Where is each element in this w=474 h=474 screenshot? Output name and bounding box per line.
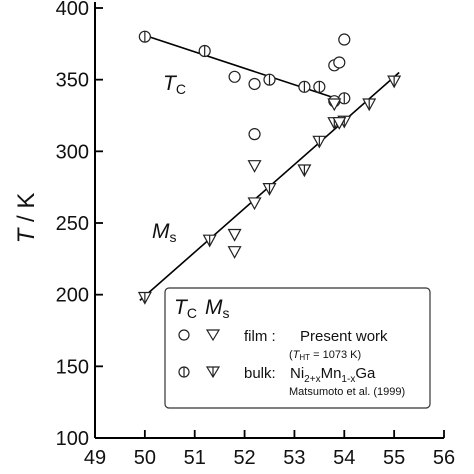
ms-bulk-point: [387, 75, 402, 89]
tc-film-point: [248, 77, 261, 91]
legend-bulk-formula: Ni2+xMn1-xGa: [290, 365, 376, 385]
point-triangle: [227, 246, 242, 259]
ms-film-point: [247, 160, 262, 173]
ms-bulk-point: [297, 164, 312, 178]
y-axis-title-T: T: [13, 226, 40, 243]
fit-line: [139, 33, 345, 102]
ms-film-point: [332, 117, 347, 130]
point-triangle: [247, 160, 262, 173]
point-triangle: [327, 98, 342, 112]
ms-film-point: [247, 197, 262, 211]
x-tick-label: 52: [233, 447, 255, 469]
point-triangle: [332, 117, 347, 130]
tc-bulk-point: [298, 80, 311, 93]
x-tick-label: 49: [84, 447, 106, 469]
ms-bulk-point: [137, 291, 152, 305]
point-triangle: [227, 228, 242, 242]
ms-bulk-point: [262, 183, 277, 196]
point-circle: [248, 128, 261, 141]
legend-film-desc: Present work: [300, 328, 388, 345]
legend-bulk-label: bulk:: [244, 365, 276, 382]
tc-bulk-point: [138, 30, 151, 43]
ms-series-label: Ms: [152, 220, 177, 245]
ms-bulk-point: [202, 234, 217, 248]
legend: TC Ms film : Present work (THT = 1073 K): [164, 287, 431, 409]
tc-bulk-point: [338, 92, 351, 105]
legend-tht: (THT = 1073 K): [289, 349, 361, 362]
legend-reference: Matsumoto et al. (1999): [289, 386, 405, 398]
tc-film-point: [248, 128, 261, 141]
y-axis-title: T / K: [13, 193, 40, 244]
ms-bulk-point: [312, 135, 327, 149]
ms-bulk-point: [362, 98, 377, 112]
y-tick-label: 300: [56, 141, 89, 163]
tc-film-point: [338, 33, 351, 46]
tc-film-point: [333, 56, 346, 69]
tc-series-label: TC: [163, 72, 186, 97]
y-tick-label: 100: [56, 428, 89, 450]
legend-header-tc: TC: [174, 296, 197, 321]
data-points: [137, 30, 402, 305]
legend-header-ms: Ms: [205, 296, 230, 321]
ms-film-point: [227, 228, 242, 242]
legend-bulk-triangle-marker: [205, 366, 221, 379]
y-tick-label: 200: [56, 285, 89, 307]
y-tick-label: 150: [56, 356, 89, 378]
point-circle: [338, 33, 351, 46]
x-tick-label: 55: [383, 447, 405, 469]
axes: 49 50 51 52 53 54 55 56 100 150 200 250 300 350 400: [56, 0, 456, 469]
y-tick-label: 400: [56, 0, 89, 20]
y-tick-label: 350: [56, 70, 89, 92]
tc-film-point: [228, 70, 241, 83]
legend-film-triangle-marker: [205, 329, 221, 342]
tc-bulk-point: [198, 44, 211, 58]
point-triangle: [247, 197, 262, 211]
point-circle: [248, 77, 261, 91]
point-circle: [228, 70, 241, 83]
legend-bulk-circle-marker: [178, 366, 190, 378]
y-axis-title-unit: / K: [13, 193, 40, 229]
legend-box: [164, 287, 431, 409]
legend-film-label: film :: [244, 328, 276, 345]
tc-bulk-point: [313, 80, 326, 93]
x-tick-label: 56: [433, 447, 455, 469]
y-tick-label: 250: [56, 213, 89, 235]
x-tick-label: 54: [333, 447, 355, 469]
x-tick-label: 53: [283, 447, 305, 469]
x-tick-label: 51: [184, 447, 206, 469]
tc-bulk-point: [263, 73, 276, 86]
point-circle: [333, 56, 346, 69]
x-tick-label: 50: [134, 447, 156, 469]
legend-film-circle-marker: [178, 329, 190, 341]
ms-film-point: [227, 246, 242, 259]
ms-film-point: [327, 98, 342, 112]
